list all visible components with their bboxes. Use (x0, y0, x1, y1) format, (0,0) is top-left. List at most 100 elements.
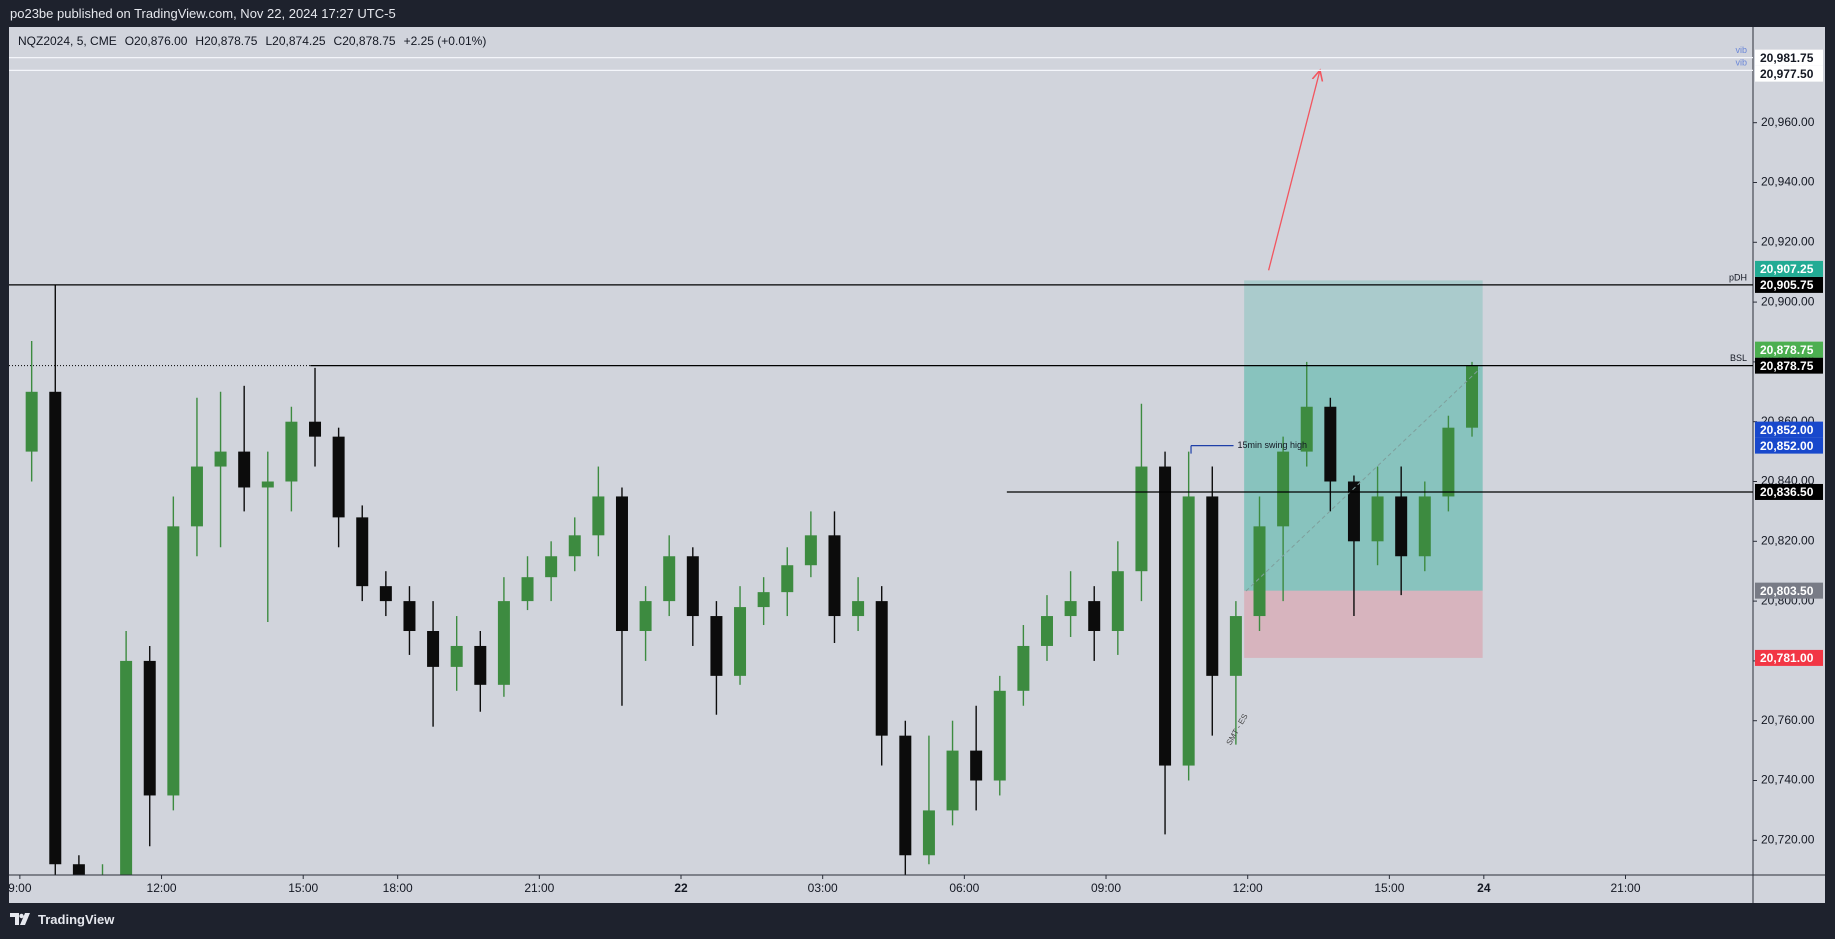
chart-background (9, 27, 1825, 903)
candle-body (545, 556, 558, 578)
y-tick-label: 20,900.00 (1761, 294, 1815, 308)
hline-name: pDH (1729, 272, 1747, 282)
candle-body (1442, 427, 1455, 497)
candle-body (1111, 571, 1124, 632)
x-tick-label: 12:00 (1233, 881, 1263, 895)
candle-body (1040, 616, 1053, 646)
price-label-box (1755, 65, 1823, 82)
candle-body (261, 481, 274, 488)
candle-body (285, 421, 298, 482)
x-tick-label: 12:00 (147, 881, 177, 895)
ohlc-close: C20,878.75 (333, 34, 396, 48)
candle-body (1371, 496, 1384, 542)
y-tick-label: 20,740.00 (1761, 773, 1815, 787)
x-tick-label: 21:00 (1610, 881, 1640, 895)
y-tick-label: 20,940.00 (1761, 175, 1815, 189)
price-label-box (1755, 341, 1823, 358)
candle-body (120, 660, 133, 875)
legend: NQZ2024, 5, CME O20,876.00 H20,878.75 L2… (18, 34, 486, 48)
x-tick-label: 15:00 (288, 881, 318, 895)
y-tick-label: 20,960.00 (1761, 115, 1815, 129)
candle-body (190, 466, 203, 527)
candle-body (332, 436, 345, 518)
candle-body (1277, 451, 1290, 527)
candle-body (1135, 466, 1148, 572)
y-tick-label: 20,920.00 (1761, 234, 1815, 248)
hline-name: vib (1735, 58, 1747, 68)
candle-body (970, 750, 983, 781)
arrow (1267, 70, 1320, 271)
candle-body (1253, 526, 1266, 617)
candle-body (852, 601, 865, 617)
candle-body (72, 864, 85, 875)
position-stop-zone (1244, 590, 1483, 658)
candle-body (1300, 406, 1313, 452)
price-axis: 20,720.0020,740.0020,760.0020,780.0020,8… (1753, 49, 1823, 846)
candle-body (356, 517, 369, 587)
price-label: 20,977.50 (1760, 67, 1814, 81)
candle-body (214, 451, 227, 467)
footer: TradingView (10, 912, 114, 927)
candle-body (1064, 601, 1077, 617)
price-label-box (1755, 483, 1823, 500)
candle-body (1017, 645, 1030, 691)
ohlc-open: O20,876.00 (124, 34, 188, 48)
hline-name: vib (1735, 45, 1747, 55)
price-label: 20,878.75 (1760, 359, 1814, 373)
ohlc-low: L20,874.25 (265, 34, 326, 48)
candle-body (1206, 496, 1219, 676)
candle-body (592, 496, 605, 536)
price-label: 20,981.75 (1760, 51, 1814, 65)
price-label: 20,781.00 (1760, 651, 1814, 665)
candle-body (474, 645, 487, 685)
candle-body (568, 535, 581, 557)
candle-body (521, 577, 534, 602)
x-tick-label: 03:00 (808, 881, 838, 895)
candle-body (309, 421, 322, 437)
x-tick-label: 22 (674, 881, 688, 895)
candle-body (1418, 496, 1431, 557)
x-tick-label: 21:00 (524, 881, 554, 895)
candle-body (875, 601, 888, 736)
price-label: 20,878.75 (1760, 343, 1814, 357)
position-path (1245, 368, 1481, 592)
price-label-box (1755, 260, 1823, 277)
candle-body (379, 586, 392, 602)
price-label: 20,852.00 (1760, 439, 1814, 453)
x-tick-label: 24 (1477, 881, 1491, 895)
candle-body (615, 496, 628, 632)
change: +2.25 (+0.01%) (403, 34, 487, 48)
price-label: 20,907.25 (1760, 262, 1814, 276)
price-label: 20,852.00 (1760, 423, 1814, 437)
candle-body (427, 631, 440, 667)
price-label-box (1755, 49, 1823, 66)
candle-body (497, 601, 510, 685)
price-label-box (1755, 582, 1823, 599)
candle-body (734, 607, 747, 676)
logo (10, 912, 30, 925)
candle-body (25, 391, 38, 452)
candle-body (804, 535, 817, 566)
candle-body (757, 592, 770, 608)
candle-body (1347, 481, 1360, 542)
candle-body (450, 645, 463, 667)
candle-body (828, 535, 841, 617)
candle-body (686, 556, 699, 617)
symbol: NQZ2024, 5, CME (18, 34, 117, 48)
candle-body (1395, 496, 1408, 557)
candle-body (710, 616, 723, 676)
price-label-box (1755, 649, 1823, 666)
candle-body (49, 391, 62, 865)
ohlc-high: H20,878.75 (195, 34, 258, 48)
x-tick-label: 15:00 (1374, 881, 1404, 895)
candle-body (899, 735, 912, 856)
candle-body (663, 556, 676, 602)
swing-label: 15min swing high (1238, 440, 1308, 450)
price-label-box (1755, 276, 1823, 293)
x-tick-label: 06:00 (949, 881, 979, 895)
price-label: 20,836.50 (1760, 485, 1814, 499)
brand: TradingView (38, 912, 115, 927)
candle-body (946, 750, 959, 811)
